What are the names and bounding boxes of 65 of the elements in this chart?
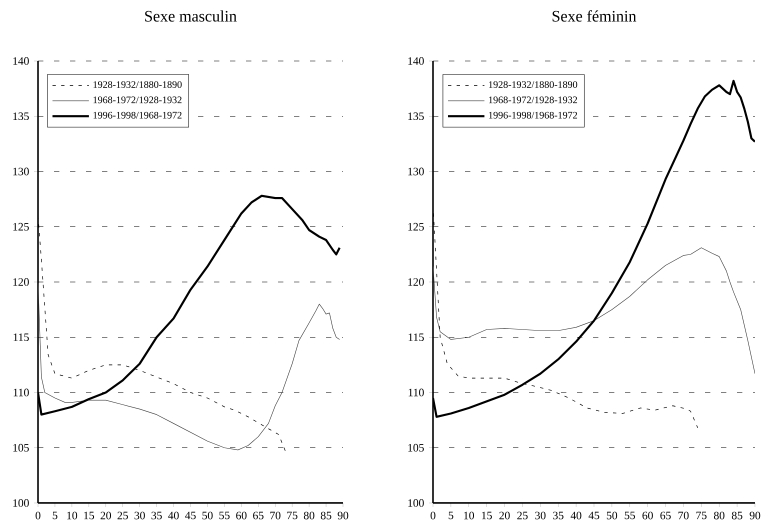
- y-tick-label: 120: [13, 278, 29, 286]
- x-tick-label: 80: [304, 512, 314, 520]
- y-tick-label: 140: [13, 57, 29, 65]
- x-tick-label: 65: [253, 512, 264, 520]
- legend-label: 1928-1932/1880-1890: [94, 81, 182, 88]
- y-tick-label: 125: [13, 222, 29, 231]
- y-tick-label: 135: [408, 112, 424, 120]
- x-tick-label: 45: [588, 512, 600, 520]
- x-tick-label: 55: [219, 512, 230, 520]
- x-tick-label: 35: [553, 512, 564, 520]
- x-tick-label: 20: [100, 512, 112, 520]
- y-tick-label: 105: [13, 444, 29, 452]
- x-tick-label: 25: [118, 512, 128, 520]
- x-tick-label: 20: [499, 512, 510, 520]
- y-tick-label: 140: [408, 57, 424, 65]
- y-tick-label: 115: [408, 333, 424, 342]
- x-tick-label: 50: [202, 512, 213, 520]
- legend-label: 1968-1972/1928-1932: [489, 96, 578, 104]
- y-tick-label: 130: [408, 168, 424, 176]
- chart-title: Sexe masculin: [145, 10, 237, 22]
- x-tick-label: 65: [660, 512, 671, 520]
- y-tick-label: 130: [13, 168, 29, 176]
- x-tick-label: 60: [236, 512, 247, 520]
- x-tick-label: 5: [448, 512, 454, 520]
- x-tick-label: 85: [732, 512, 742, 520]
- x-tick-label: 80: [714, 512, 724, 520]
- line-series: [433, 247, 755, 374]
- x-tick-label: 30: [134, 512, 145, 520]
- x-tick-label: 30: [535, 512, 546, 520]
- y-tick-label: 105: [408, 444, 424, 452]
- x-tick-label: 60: [642, 512, 653, 520]
- x-tick-label: 75: [696, 512, 707, 520]
- y-tick-label: 120: [408, 278, 424, 286]
- y-tick-label: 100: [13, 499, 29, 507]
- x-tick-label: 70: [270, 512, 280, 520]
- y-tick-label: 100: [408, 499, 424, 507]
- x-tick-label: 35: [151, 512, 162, 520]
- x-tick-label: 70: [678, 512, 689, 520]
- y-tick-label: 125: [408, 222, 424, 231]
- x-tick-label: 90: [338, 512, 348, 520]
- x-tick-label: 55: [624, 512, 635, 520]
- x-tick-label: 75: [287, 512, 298, 520]
- legend-label: 1996-1998/1968-1972: [94, 112, 182, 119]
- x-tick-label: 40: [168, 512, 179, 520]
- x-tick-label: 50: [606, 512, 618, 520]
- x-tick-label: 15: [482, 512, 492, 520]
- y-tick-label: 135: [13, 112, 29, 120]
- x-tick-label: 5: [52, 512, 58, 520]
- x-tick-label: 90: [750, 512, 760, 520]
- x-tick-label: 85: [320, 512, 332, 520]
- chart-title: Sexe féminin: [552, 10, 636, 22]
- x-tick-label: 10: [464, 512, 474, 520]
- y-tick-label: 110: [408, 388, 424, 396]
- x-tick-label: 0: [36, 512, 40, 520]
- legend-label: 1928-1932/1880-1890: [489, 81, 578, 88]
- x-tick-label: 25: [517, 512, 528, 520]
- legend-label: 1968-1972/1928-1932: [94, 96, 182, 104]
- y-tick-label: 110: [14, 388, 29, 396]
- x-tick-label: 0: [430, 512, 436, 520]
- x-tick-label: 15: [84, 512, 94, 520]
- y-tick-label: 115: [14, 333, 29, 342]
- x-tick-label: 45: [185, 512, 196, 520]
- x-tick-label: 40: [570, 512, 582, 520]
- x-tick-label: 10: [67, 512, 78, 520]
- legend-label: 1996-1998/1968-1972: [489, 112, 578, 119]
